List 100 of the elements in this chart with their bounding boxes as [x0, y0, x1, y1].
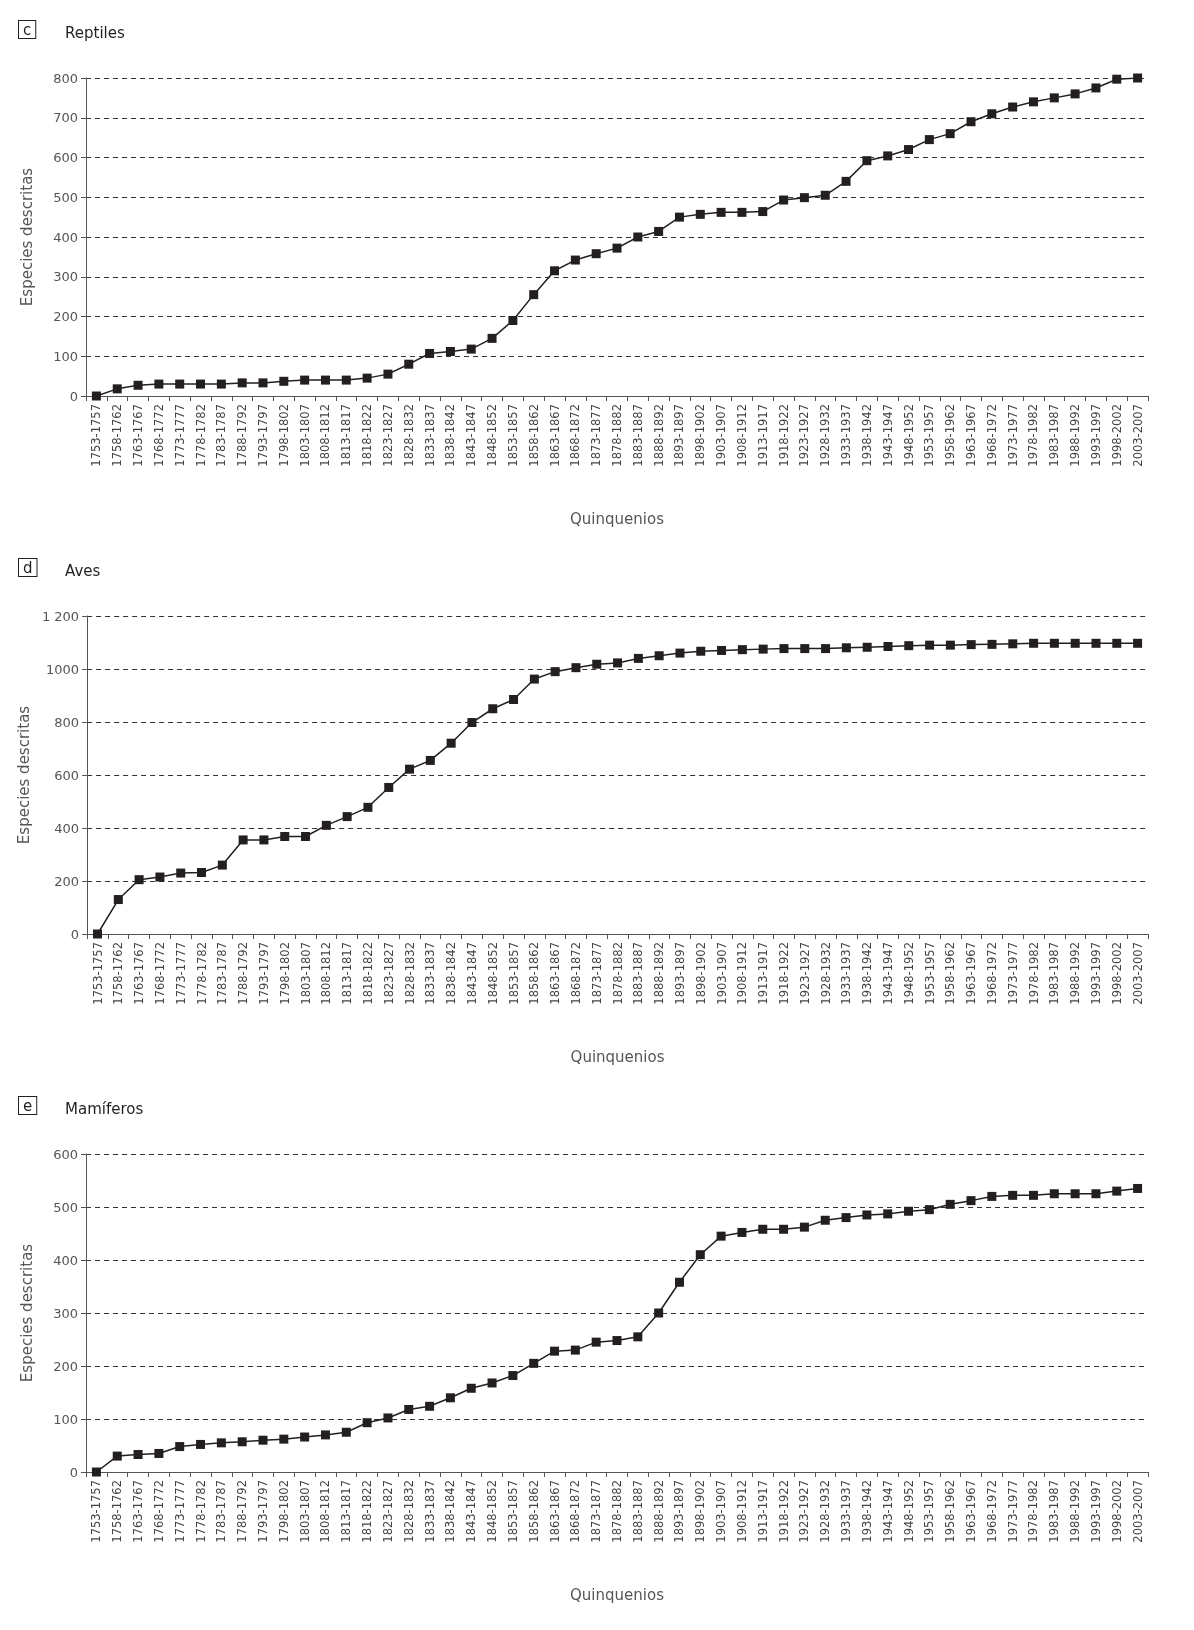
x-tick-label: 1803-1807 [298, 942, 313, 1005]
x-tick-label: 1888-1892 [651, 404, 666, 467]
x-tick-label: 1783-1787 [214, 404, 229, 467]
x-tick-label: 1983-1987 [1047, 942, 1062, 1005]
point [300, 375, 310, 385]
point [363, 802, 373, 812]
x-tick-label: 1783-1787 [215, 942, 230, 1005]
point [945, 129, 955, 139]
x-tick-label: 1833-1837 [423, 942, 438, 1005]
point [925, 640, 935, 650]
text: d [23, 558, 33, 577]
y-tick-label: 1 200 [41, 608, 80, 624]
point [758, 207, 768, 217]
point [779, 644, 789, 654]
point [175, 1442, 185, 1452]
x-tick-label: 1963-1967 [964, 1480, 978, 1543]
point [550, 1346, 560, 1356]
point [591, 1337, 601, 1347]
point [904, 145, 914, 155]
point [467, 718, 477, 728]
x-tick-label: 1853-1857 [505, 404, 520, 467]
point [508, 315, 518, 325]
x-tick-label: 1998-2002 [1109, 404, 1124, 467]
x-tick-label: 1838-1842 [443, 1480, 458, 1543]
point [216, 379, 226, 389]
x-tick-label: 1883-1887 [630, 1480, 645, 1543]
x-tick-label: 2003-2007 [1130, 404, 1145, 467]
point [883, 1209, 893, 1219]
y-tick-label: 600 [53, 150, 78, 165]
x-tick-label: 1958-1962 [943, 1480, 958, 1543]
x-tick-label: 1978-1982 [1026, 942, 1041, 1005]
point [883, 641, 893, 651]
x-tick-label: 1888-1892 [652, 942, 667, 1005]
point [987, 109, 997, 119]
x-tick-label: 1868-1872 [568, 942, 583, 1005]
x-tick-label: 1903-1907 [714, 942, 729, 1005]
x-tick-label: 1903-1907 [714, 1480, 729, 1543]
point [341, 1427, 351, 1437]
x-tick-label: 1798-1802 [277, 942, 292, 1005]
x-tick-label: 1763-1767 [131, 1480, 146, 1543]
point [592, 659, 602, 669]
x-tick-label: 1963-1967 [964, 404, 978, 467]
point [258, 378, 268, 388]
point [529, 674, 539, 684]
point [841, 643, 851, 653]
x-tick-label: 1953-1957 [922, 942, 937, 1005]
chart-title: Aves [65, 561, 101, 580]
point [737, 1227, 747, 1237]
x-tick-label: 1863-1867 [547, 404, 562, 467]
point [321, 820, 331, 830]
y-tick-label: 500 [53, 1199, 78, 1215]
point [91, 391, 101, 401]
point [841, 1213, 851, 1223]
x-tick-label: 1928-1932 [818, 942, 833, 1005]
y-tick-label: 400 [53, 1252, 78, 1268]
x-tick-label: 1853-1857 [505, 1480, 520, 1543]
x-tick-label: 1763-1767 [131, 404, 146, 467]
point [509, 694, 519, 704]
point [91, 1467, 101, 1477]
x-tick-label: 1808-1812 [318, 404, 333, 467]
x-tick-label: 1768-1772 [151, 1480, 166, 1543]
x-tick-label: 1958-1962 [943, 942, 958, 1005]
point [259, 835, 269, 845]
point [488, 704, 498, 714]
x-tick-label: 1893-1897 [672, 942, 687, 1005]
x-tick-label: 1823-1827 [380, 404, 395, 467]
point [405, 764, 415, 774]
point [1070, 1189, 1080, 1199]
point [654, 651, 664, 661]
point [383, 1413, 393, 1423]
text: e [23, 1096, 33, 1115]
x-tick-label: 1868-1872 [568, 1480, 583, 1543]
point [487, 333, 497, 343]
x-tick-label: 1978-1982 [1026, 1480, 1041, 1543]
point [238, 835, 248, 845]
x-tick-label: 1943-1947 [880, 1480, 895, 1543]
point [612, 243, 622, 253]
point [716, 207, 726, 217]
point [280, 831, 290, 841]
x-tick-label: 1898-1902 [693, 404, 708, 467]
x-tick-label: 1928-1932 [818, 404, 833, 467]
x-tick-label: 1788-1792 [235, 404, 250, 467]
point [654, 226, 664, 236]
x-tick-label: 1878-1882 [610, 1480, 624, 1543]
x-tick-label: 1818-1822 [360, 942, 375, 1005]
x-tick-label: 1948-1952 [901, 404, 916, 467]
x-tick-label: 1778-1782 [193, 1480, 208, 1543]
x-axis-title: Quinquenios [570, 1585, 665, 1604]
x-tick-label: 1833-1837 [422, 1480, 437, 1543]
point [674, 1277, 684, 1287]
point [175, 379, 185, 389]
point [862, 156, 872, 166]
x-tick-label: 2003-2007 [1130, 1480, 1145, 1543]
point [237, 1437, 247, 1447]
y-tick-label: 300 [53, 1305, 78, 1321]
point [154, 1448, 164, 1458]
x-tick-label: 1773-1777 [173, 942, 188, 1005]
point [1070, 89, 1080, 99]
x-tick-label: 1778-1782 [194, 942, 209, 1005]
x-tick-label: 1793-1797 [256, 404, 270, 467]
